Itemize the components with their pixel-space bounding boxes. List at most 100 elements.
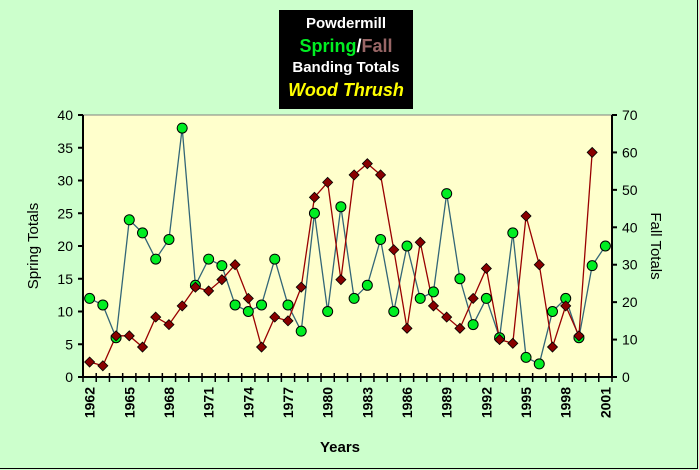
fall-point [123,330,135,342]
fall-point [348,169,360,181]
spring-point [427,286,439,298]
y2-tick-label: 20 [622,294,638,310]
y-tick-label: 35 [57,140,73,156]
x-tick-label: 1995 [518,387,534,418]
x-tick-label: 1971 [201,387,217,418]
fall-point [150,311,162,323]
spring-point [348,292,360,304]
fall-point [176,300,188,312]
fall-point [229,259,241,271]
fall-point [203,285,215,297]
spring-point [176,122,188,134]
spring-point [507,227,519,239]
spring-point [84,292,96,304]
y2-tick-label: 70 [622,107,638,123]
spring-point [520,351,532,363]
title-line-3: Banding Totals [292,59,400,76]
y-tick-label: 40 [57,107,73,123]
fall-point [388,244,400,256]
spring-point [322,306,334,317]
spring-point [586,260,598,272]
spring-point [414,292,426,304]
spring-point [203,253,215,265]
x-tick-label: 1989 [439,387,455,418]
x-tick-label: 1998 [558,387,574,418]
spring-point [388,306,400,317]
spring-point [401,240,413,252]
title-spring: Spring [299,36,357,56]
fall-point [374,169,387,181]
fall-point [308,191,321,203]
spring-point [256,299,268,311]
title-species: Wood Thrush [288,80,404,100]
spring-point [441,188,453,200]
spring-point [269,253,281,265]
chart-title-box: Powdermill Spring/Fall Banding Totals Wo… [279,10,413,109]
fall-point [295,281,307,293]
fall-point [586,146,598,158]
fall-point [255,341,268,353]
fall-point [97,360,109,372]
spring-point [308,207,320,219]
fall-point [427,300,440,312]
fall-point [282,315,294,327]
x-tick-label: 1974 [240,387,256,418]
spring-point [97,299,109,311]
fall-point [216,274,228,286]
spring-point [216,260,228,272]
y2-tick-label: 10 [622,332,638,348]
x-tick-label: 1986 [399,387,415,418]
spring-point [533,358,545,370]
y2-tick-label: 0 [622,369,630,385]
y2-tick-label: 60 [622,144,638,160]
fall-point [454,322,466,334]
x-axis-label: Years [320,439,360,456]
y2-axis-label: Fall Totals [647,212,664,279]
y2-tick-label: 40 [622,219,638,235]
plot-area [82,114,613,378]
y-tick-label: 30 [57,173,73,189]
fall-point [335,274,347,286]
spring-point [123,214,135,226]
spring-point [375,233,387,245]
title-slash: / [356,36,362,56]
x-tick-label: 1977 [280,387,296,418]
fall-point [110,330,122,342]
y-tick-label: 15 [57,271,73,287]
fall-point [573,330,585,342]
x-tick-label: 1992 [478,387,494,418]
fall-point [401,322,413,334]
fall-point [322,176,334,188]
y2-tick-label: 50 [622,182,638,198]
fall-point [361,158,373,170]
spring-point [242,306,254,317]
fall-point [467,292,479,304]
title-line-1: Powdermill [305,15,387,32]
fall-point [414,236,426,248]
fall-point [533,259,545,271]
x-tick-label: 1980 [320,387,336,418]
spring-point [150,253,162,265]
fall-point [242,292,254,304]
fall-point [494,334,506,346]
fall-point [163,319,175,331]
spring-point [361,279,373,291]
spring-point [282,299,294,311]
fall-point [507,337,519,349]
fall-point [441,311,453,323]
y-tick-label: 25 [57,205,73,221]
x-tick-label: 1962 [82,387,98,418]
y-tick-label: 0 [65,369,73,385]
title-fall: Fall [361,36,393,56]
y-tick-label: 20 [57,238,73,254]
fall-point [546,341,559,353]
spring-point [546,306,558,317]
spring-point [137,227,149,239]
spring-point [335,201,347,213]
y-tick-label: 5 [65,336,73,352]
fall-point [520,210,532,222]
fall-point [136,341,149,353]
x-tick-label: 1983 [359,387,375,418]
